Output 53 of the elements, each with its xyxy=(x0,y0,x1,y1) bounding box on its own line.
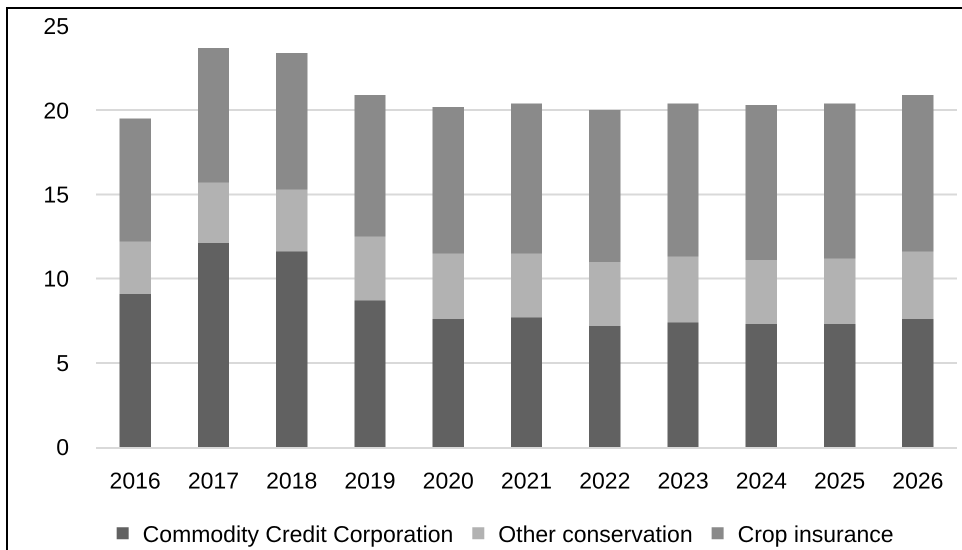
y-tick-label: 5 xyxy=(56,350,69,376)
bar xyxy=(746,260,777,324)
bar xyxy=(824,324,856,447)
x-tick-label: 2022 xyxy=(579,467,630,494)
y-tick-label: 0 xyxy=(56,434,69,460)
bar xyxy=(432,319,464,447)
bar xyxy=(354,300,386,447)
bar xyxy=(432,106,464,254)
bar xyxy=(589,110,620,262)
bar xyxy=(667,322,699,447)
bar xyxy=(824,258,856,324)
bar xyxy=(354,236,386,300)
y-tick-label: 15 xyxy=(43,181,69,208)
x-tick-label: 2017 xyxy=(188,467,239,494)
x-tick-label: 2023 xyxy=(657,467,709,494)
x-tick-label: 2019 xyxy=(344,467,396,494)
bar xyxy=(824,103,856,258)
bar xyxy=(902,252,934,320)
bar xyxy=(276,189,308,252)
bar xyxy=(198,182,230,244)
x-tick-label: 2025 xyxy=(814,467,866,494)
bar xyxy=(119,294,151,447)
x-tick-label: 2026 xyxy=(892,467,944,494)
bar xyxy=(746,324,777,447)
bar xyxy=(354,95,386,236)
bar xyxy=(119,242,151,294)
bar xyxy=(432,253,464,320)
x-tick-label: 2021 xyxy=(500,467,552,494)
bar xyxy=(667,256,699,322)
bar xyxy=(276,52,308,190)
bar xyxy=(198,243,230,447)
bar xyxy=(510,103,542,254)
bar xyxy=(276,252,308,447)
bar xyxy=(902,319,934,447)
y-tick-label: 20 xyxy=(43,97,69,124)
legend-label: Other conservation xyxy=(498,521,693,548)
legend-label: Crop insurance xyxy=(738,521,894,548)
x-tick-label: 2020 xyxy=(422,467,474,494)
bar xyxy=(667,103,699,257)
bar xyxy=(589,262,620,326)
bar xyxy=(589,326,620,447)
y-tick-label: 10 xyxy=(43,266,69,292)
y-tick-label: 25 xyxy=(43,13,69,40)
bar xyxy=(198,48,230,183)
x-tick-label: 2016 xyxy=(110,467,161,494)
bar xyxy=(510,317,542,447)
bar xyxy=(902,95,934,252)
x-tick-label: 2024 xyxy=(736,467,788,494)
bar xyxy=(746,105,777,260)
bar xyxy=(119,118,151,242)
legend-label: Commodity Credit Corporation xyxy=(142,521,454,548)
bar xyxy=(510,253,542,318)
x-tick-label: 2018 xyxy=(266,467,318,494)
